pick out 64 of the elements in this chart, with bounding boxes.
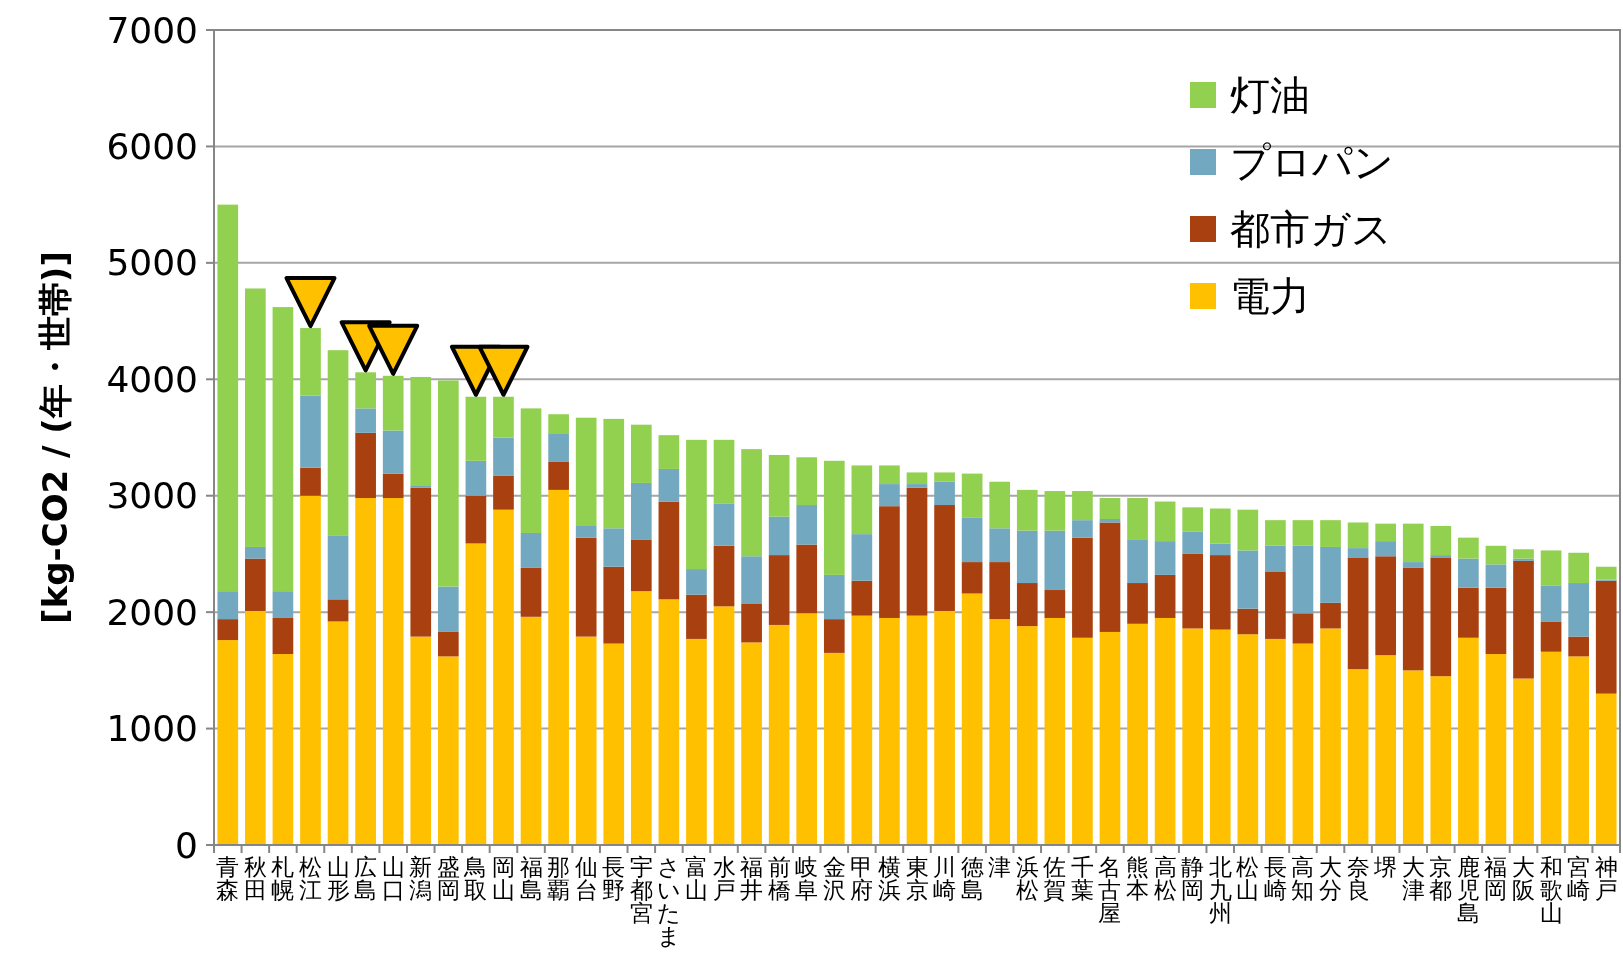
y-tick-label: 6000	[106, 125, 198, 167]
x-tick-label: 広島	[354, 854, 378, 903]
x-tick-label: 秋田	[243, 854, 267, 903]
x-tick-label: 静岡	[1181, 854, 1205, 903]
x-tick-label: 北九州	[1208, 854, 1232, 926]
y-axis-title: [kg-CO2 / (年・世帯)]	[35, 251, 75, 624]
x-tick-label: 千葉	[1070, 854, 1094, 903]
x-tick-label: さいたま	[656, 854, 681, 949]
x-tick-label: 宇都宮	[629, 854, 653, 926]
x-tick-label: 津	[988, 854, 1012, 880]
x-tick-label: 大分	[1319, 854, 1343, 903]
x-tick-label: 札幌	[271, 854, 295, 903]
y-tick-label: 1000	[106, 708, 198, 750]
x-tick-label: 鳥取	[463, 854, 488, 903]
x-tick-label: 東京	[905, 854, 929, 903]
y-tick-label: 4000	[106, 358, 198, 400]
x-tick-label: 甲府	[850, 854, 874, 903]
x-tick-label: 和歌山	[1539, 854, 1563, 926]
x-tick-label: 前橋	[767, 854, 791, 903]
x-tick-label: 那覇	[547, 854, 571, 903]
x-tick-label: 浜松	[1015, 854, 1039, 903]
y-tick-label: 5000	[106, 242, 198, 284]
x-tick-label: 富山	[684, 854, 708, 903]
x-tick-label: 松山	[1236, 854, 1260, 903]
x-tick-label: 宮崎	[1567, 854, 1591, 903]
x-tick-label: 高知	[1291, 854, 1315, 903]
legend-label: 電力	[1230, 273, 1310, 319]
x-tick-label: 青森	[216, 854, 240, 903]
x-tick-label: 京都	[1429, 854, 1453, 903]
x-tick-label: 佐賀	[1043, 854, 1067, 903]
x-tick-label: 名古屋	[1098, 854, 1122, 926]
x-tick-label: 岐阜	[795, 854, 819, 903]
x-tick-label: 堺	[1373, 854, 1398, 880]
x-tick-label: 福井	[740, 854, 764, 903]
x-tick-label: 福岡	[1484, 854, 1508, 903]
x-tick-label: 横浜	[877, 854, 901, 903]
x-tick-label: 山形	[326, 854, 350, 903]
legend-label: プロパン	[1230, 139, 1394, 185]
x-tick-label: 水戸	[712, 854, 736, 903]
legend-label: 灯油	[1230, 72, 1310, 118]
y-tick-label: 3000	[106, 475, 198, 517]
x-tick-label: 熊本	[1126, 854, 1150, 903]
x-tick-label: 川崎	[933, 854, 957, 903]
x-tick-label: 福島	[519, 854, 543, 903]
x-tick-label: 徳島	[960, 854, 984, 903]
x-tick-label: 高松	[1153, 854, 1177, 903]
x-tick-label: 盛岡	[436, 854, 460, 903]
x-tick-label: 岡山	[491, 854, 515, 903]
legend-label: 都市ガス	[1230, 206, 1392, 252]
y-tick-label: 2000	[106, 591, 198, 633]
x-tick-label: 神戸	[1594, 854, 1618, 903]
x-tick-label: 松江	[298, 854, 322, 903]
y-tick-label: 7000	[106, 9, 198, 51]
x-tick-label: 新潟	[409, 854, 433, 903]
x-tick-label: 奈良	[1346, 854, 1370, 903]
x-tick-label: 大阪	[1512, 854, 1536, 903]
x-tick-label: 長野	[602, 854, 626, 903]
x-tick-label: 大津	[1401, 854, 1425, 903]
y-tick-label: 0	[175, 824, 198, 866]
x-tick-label: 金沢	[822, 854, 846, 903]
x-tick-label: 仙台	[574, 854, 598, 903]
x-tick-label: 山口	[381, 854, 405, 903]
x-tick-label: 鹿児島	[1456, 854, 1480, 926]
x-tick-label: 長崎	[1263, 854, 1287, 903]
